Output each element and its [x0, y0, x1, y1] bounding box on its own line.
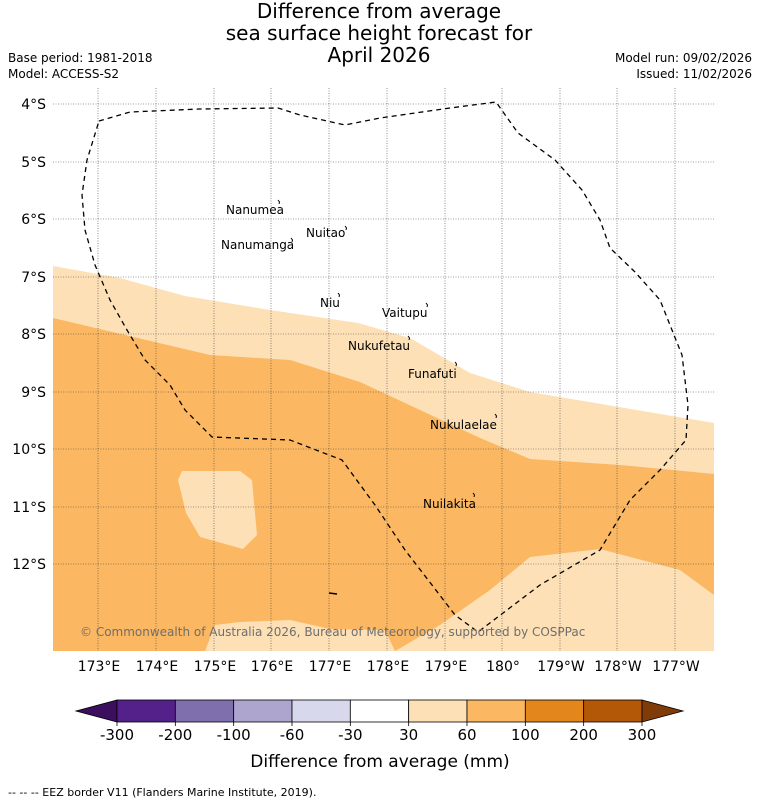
lon-label: 177°W	[652, 659, 700, 675]
island-shape	[328, 592, 338, 595]
lon-label: 178°E	[367, 659, 410, 675]
map-figure: Nanumea Nuitao Nanumanga Niu Vaitupu Nukufeta…	[12, 88, 714, 772]
lon-label: 173°E	[78, 659, 121, 675]
colorbar-segment	[116, 699, 176, 723]
issued-date: Issued: 11/02/2026	[636, 67, 752, 81]
model-run: Model run: 09/02/2026	[614, 51, 752, 65]
title-line-2: sea surface height forecast for	[225, 21, 533, 45]
graticule	[53, 88, 714, 651]
lat-label: 12°S	[12, 557, 46, 573]
colorbar-label: Difference from average (mm)	[250, 752, 509, 772]
colorbar-tick-label: 300	[628, 726, 657, 744]
lat-label: 11°S	[12, 500, 46, 516]
latitude-labels: 4°S 5°S 6°S 7°S 8°S 9°S 10°S 11°S 12°S	[12, 97, 46, 573]
lon-label: 177°E	[309, 659, 352, 675]
colorbar-tick-label: 100	[511, 726, 540, 744]
map-title: Difference from average sea surface heig…	[0, 0, 758, 66]
base-period: Base period: 1981-2018	[8, 51, 153, 65]
lat-label: 6°S	[21, 212, 46, 228]
meta-right: Model run: 09/02/2026 Issued: 11/02/2026	[615, 50, 752, 82]
island-mark	[337, 292, 341, 298]
island-label: Funafuti	[408, 367, 457, 381]
title-line-3: April 2026	[327, 43, 431, 67]
lat-label: 4°S	[21, 97, 46, 113]
colorbar-segment	[583, 699, 643, 723]
lon-label: 175°E	[194, 659, 237, 675]
anomaly-south-patch-30-60	[205, 620, 395, 651]
island-label: Nukulaelae	[430, 418, 497, 432]
colorbar-segment	[291, 699, 351, 723]
colorbar-segment	[174, 699, 235, 723]
lon-label: 174°E	[136, 659, 179, 675]
colorbar-segment	[349, 699, 410, 723]
model-name: Model: ACCESS-S2	[8, 67, 120, 81]
colorbar-tick-label: -300	[100, 726, 134, 744]
eez-footnote: -- -- -- EEZ border V11 (Flanders Marine…	[8, 786, 317, 799]
colorbar-segment	[466, 699, 526, 723]
lat-label: 5°S	[21, 155, 46, 171]
anomaly-band-60-100	[53, 318, 714, 651]
title-line-1: Difference from average	[256, 0, 502, 23]
island-label: Nanumea	[226, 203, 284, 217]
colorbar-tick-label: 200	[569, 726, 598, 744]
lon-label: 180°	[486, 659, 520, 675]
lon-label: 179°W	[537, 659, 585, 675]
anomaly-patch-30-60	[178, 471, 257, 549]
colorbar-tick-label: -30	[338, 726, 363, 744]
lat-label: 7°S	[21, 270, 46, 286]
colorbar: -300 -200 -100 -60 -30 30 60 100 200 300	[74, 699, 685, 744]
island-label: Nukufetau	[348, 339, 410, 353]
island-label: Nuilakita	[423, 497, 476, 511]
island-label: Nanumanga	[221, 238, 294, 252]
colorbar-tick-label: 60	[457, 726, 476, 744]
lat-label: 8°S	[21, 327, 46, 343]
island-label: Vaitupu	[382, 306, 428, 320]
colorbar-tick-label: -60	[280, 726, 305, 744]
lon-label: 179°E	[425, 659, 468, 675]
island-mark	[407, 335, 411, 341]
island-mark	[425, 302, 429, 308]
colorbar-tick-label: -100	[217, 726, 251, 744]
lon-label: 176°E	[251, 659, 294, 675]
island-label: Nuitao	[306, 226, 345, 240]
meta-left: Base period: 1981-2018 Model: ACCESS-S2	[8, 50, 153, 82]
island-mark	[277, 199, 281, 205]
longitude-labels: 173°E 174°E 175°E 176°E 177°E 178°E 179°E 180° 1…	[78, 659, 700, 675]
island-label: Niu	[320, 296, 340, 310]
island-mark	[290, 237, 294, 243]
lat-label: 9°S	[21, 385, 46, 401]
colorbar-extension-low	[74, 699, 118, 723]
colorbar-segment	[408, 699, 468, 723]
lat-label: 10°S	[12, 442, 46, 458]
island-mark	[344, 225, 348, 231]
island-mark	[454, 361, 458, 367]
colorbar-tick-label: 30	[399, 726, 418, 744]
island-labels: Nanumea Nuitao Nanumanga Niu Vaitupu Nukufeta…	[221, 199, 498, 511]
copyright-notice: © Commonwealth of Australia 2026, Bureau…	[80, 625, 585, 639]
colorbar-tick-label: -200	[158, 726, 192, 744]
colorbar-segment	[233, 699, 293, 723]
lon-label: 178°W	[594, 659, 642, 675]
island-mark	[494, 413, 498, 419]
colorbar-extension-high	[641, 699, 685, 723]
colorbar-segment	[524, 699, 585, 723]
island-mark	[472, 492, 476, 498]
